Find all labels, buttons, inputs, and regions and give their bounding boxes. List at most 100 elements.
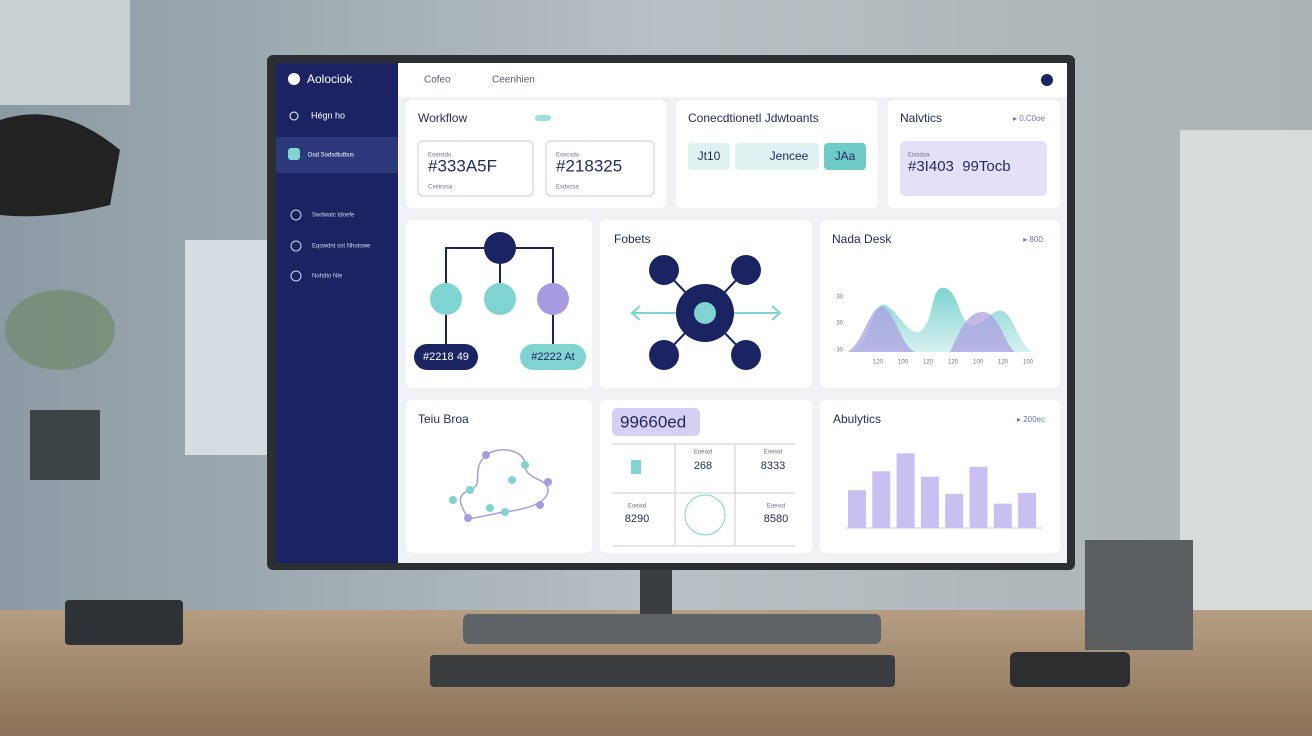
card-title: Fobets <box>614 232 651 246</box>
icon <box>684 494 726 536</box>
card <box>406 400 592 553</box>
bar <box>920 476 939 528</box>
topbar <box>398 63 1067 97</box>
badge: ▸ 0.C0oe <box>1013 114 1046 123</box>
x-label: 100 <box>1023 360 1034 366</box>
cell-value: 8333 <box>761 460 785 472</box>
flow-node <box>430 283 462 315</box>
flow-node <box>537 283 569 315</box>
chip-label: Jt10 <box>698 149 721 163</box>
bar <box>872 471 891 528</box>
stat-box <box>545 140 655 197</box>
cell-value: 8580 <box>764 513 788 525</box>
icon <box>631 460 641 474</box>
bar <box>969 466 988 528</box>
card-title: Conecdtionetl Jdwtoants <box>688 111 819 125</box>
x-label: 120 <box>998 360 1009 366</box>
chip[interactable] <box>824 143 866 170</box>
pen-holder <box>1085 540 1193 650</box>
logo <box>288 73 300 85</box>
nav-item[interactable]: Swdwatc tdoefe <box>312 213 355 219</box>
flow-node <box>484 283 516 315</box>
monitor-base <box>463 614 881 644</box>
chip-label: JAa <box>835 149 856 163</box>
y-label: 30 <box>836 348 843 354</box>
stat-value: #3I403 99Tocb <box>908 158 1011 175</box>
tab[interactable]: Ceenhien <box>492 75 535 86</box>
pot <box>30 410 100 480</box>
nav-icon <box>288 148 300 160</box>
frame <box>0 0 130 105</box>
nav-item[interactable]: Nohdto Nte <box>312 274 343 280</box>
nav-icon <box>290 240 302 252</box>
area <box>848 306 1015 352</box>
network-nodes <box>649 255 761 370</box>
stat-note: Exdxcsa <box>556 185 579 191</box>
x-label: 120 <box>923 360 934 366</box>
bar <box>848 490 866 528</box>
flow-pill <box>414 344 478 370</box>
card-title: Abulytics <box>833 412 881 426</box>
stat-caption: Eoeistdo <box>428 153 452 159</box>
bar <box>896 453 915 528</box>
x-label: 120 <box>873 360 884 366</box>
bar <box>993 503 1012 528</box>
tab[interactable]: Cofeo <box>424 75 451 86</box>
bar <box>945 493 964 528</box>
bar <box>1018 492 1037 528</box>
card-title: Nada Desk <box>832 232 892 246</box>
chip[interactable] <box>688 143 730 170</box>
chip[interactable] <box>735 143 819 170</box>
badge: ▸ 800: <box>1023 235 1045 244</box>
avatar[interactable] <box>1041 74 1053 86</box>
chip-label: Jencee <box>770 149 809 163</box>
badge <box>535 115 551 121</box>
y-label: 30 <box>836 321 843 327</box>
search[interactable]: Hégn ho <box>311 110 345 120</box>
nav-item[interactable]: Eqowdnt sot Nhotowe <box>312 244 371 250</box>
card <box>600 400 812 553</box>
stat-caption: Eoxcsdo <box>556 153 580 159</box>
nav-icon <box>290 209 302 221</box>
x-label: 100 <box>898 360 909 366</box>
cell-label: Eoeixd <box>628 504 646 510</box>
tag <box>612 408 700 436</box>
stat-value: #218325 <box>556 156 622 175</box>
badge: ▸ 200ec <box>1017 415 1045 424</box>
back-monitor <box>185 240 270 455</box>
cell-value: 268 <box>694 460 712 472</box>
tag-label: 99660ed <box>620 412 686 431</box>
stat-box <box>900 141 1047 196</box>
lamp <box>0 114 120 217</box>
cell-label: Eoeixd <box>694 450 712 456</box>
card-title: Nalvtics <box>900 111 942 125</box>
network-hub-core <box>694 302 716 324</box>
stat-caption: Eixcdua <box>908 153 930 159</box>
flow-label: #2218 49 <box>423 351 469 363</box>
search-icon <box>289 111 299 121</box>
cell-label: Eoeixd <box>767 504 785 510</box>
y-label: 30 <box>836 295 843 301</box>
cell-value: 8290 <box>625 513 649 525</box>
nav-item[interactable]: Dod Sodsdtutbus <box>308 153 354 159</box>
table-grid <box>612 443 795 547</box>
flow-label: #2222 At <box>531 351 574 363</box>
shelf <box>1180 130 1312 610</box>
path-nodes <box>449 451 552 522</box>
book <box>65 600 183 645</box>
phone <box>1010 652 1130 687</box>
stat-note: Cxeicxsa <box>428 185 453 191</box>
plant <box>5 290 115 370</box>
cell-label: Eoeixd <box>764 450 782 456</box>
x-labels: 120 100 120 120 100 120 100 <box>873 360 1034 366</box>
x-label: 100 <box>973 360 984 366</box>
flow-node <box>484 232 516 264</box>
nav-icon <box>290 270 302 282</box>
stat-box <box>417 140 534 197</box>
stat-value: #333A5F <box>428 156 497 175</box>
flow-pill <box>520 344 586 370</box>
app-name: Aolociok <box>307 72 353 86</box>
card-title: Teiu Broa <box>418 412 469 426</box>
